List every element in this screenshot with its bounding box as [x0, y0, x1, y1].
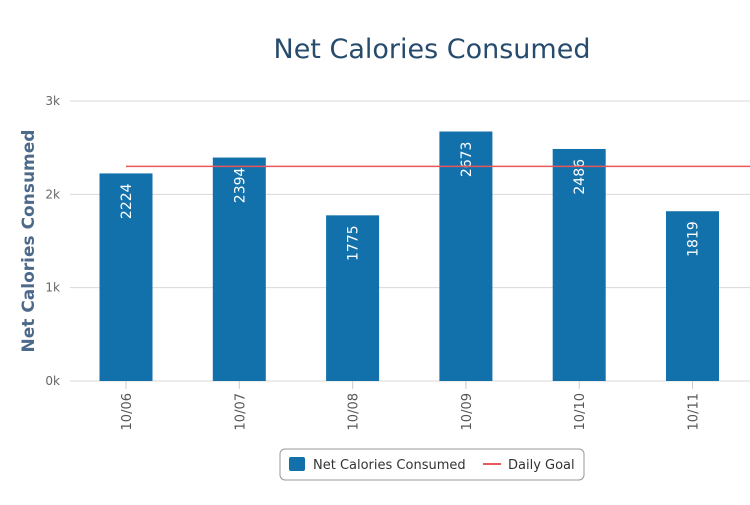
y-axis-label: Net Calories Consumed — [19, 130, 39, 353]
bar — [552, 148, 606, 381]
x-tick-label: 10/08 — [347, 393, 362, 430]
legend-bar-swatch — [289, 457, 305, 471]
legend-label-goal: Daily Goal — [508, 458, 575, 473]
y-tick-label: 1k — [45, 281, 60, 295]
x-tick-label: 10/11 — [687, 393, 702, 430]
data-label: 1819 — [686, 221, 702, 257]
x-tick-label: 10/06 — [120, 393, 135, 430]
legend-box — [279, 448, 585, 481]
data-label: 2394 — [232, 167, 248, 203]
y-tick-label: 3k — [45, 94, 60, 108]
bar — [99, 173, 153, 381]
x-tick-label: 10/09 — [460, 393, 475, 430]
legend[interactable]: Net Calories Consumed Daily Goal — [279, 448, 585, 481]
data-label: 2673 — [459, 142, 475, 178]
y-tick-label: 2k — [45, 187, 60, 201]
legend-label-bars: Net Calories Consumed — [313, 458, 466, 473]
bar — [326, 215, 380, 381]
data-label: 1775 — [346, 225, 362, 261]
x-tick-label: 10/07 — [233, 393, 248, 430]
chart-title: Net Calories Consumed — [274, 34, 591, 65]
data-label: 2486 — [572, 159, 588, 195]
data-label: 2224 — [119, 183, 135, 219]
x-tick-label: 10/10 — [573, 393, 588, 430]
bar — [212, 157, 266, 381]
bar — [439, 131, 493, 381]
legend-item-bars[interactable]: Net Calories Consumed — [289, 457, 466, 473]
bar — [666, 211, 719, 381]
y-tick-label: 0k — [45, 374, 60, 388]
legend-item-goal[interactable]: Daily Goal — [483, 458, 575, 473]
